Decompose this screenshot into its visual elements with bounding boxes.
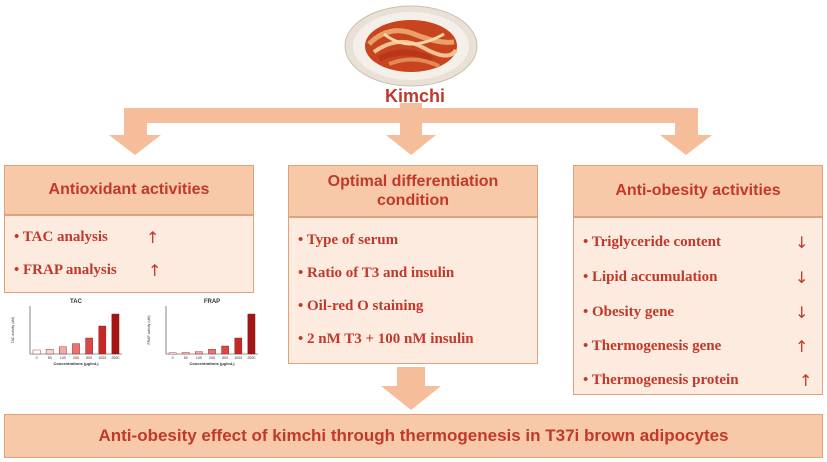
bar <box>195 351 203 355</box>
anti-obesity-title: Anti-obesity activities <box>615 182 781 200</box>
bar <box>208 349 216 355</box>
oil-red-item: • Oil-red O staining <box>298 298 424 314</box>
x-tick-label: 100 <box>196 356 202 360</box>
antioxidant-title: Antioxidant activities <box>48 181 210 199</box>
bar <box>45 349 54 355</box>
horizontal-connector <box>124 108 698 123</box>
thermo-gene-item: • Thermogenesis gene <box>583 338 722 354</box>
y-axis-label: TAC activity (uM) <box>11 317 15 344</box>
x-tick-label: 100 <box>60 356 66 360</box>
kimchi-photo <box>344 5 478 87</box>
bar <box>85 337 93 355</box>
arrow-right-down <box>660 108 712 155</box>
x-tick-label: 50 <box>184 356 188 360</box>
ratio-item: • Ratio of T3 and insulin <box>298 265 455 281</box>
bar <box>98 325 107 355</box>
frap-chart: FRAP FRAP activity (uM) 0 50 100 250 500 1000 25… <box>147 299 258 366</box>
differentiation-title-line2: condition <box>377 192 449 209</box>
obesity-gene-arrow: ↓ <box>795 303 809 322</box>
lipid-arrow: ↓ <box>795 268 809 287</box>
anti-obesity-header: Anti-obesity activities <box>573 165 823 217</box>
bar <box>234 337 243 355</box>
x-tick-label: 2500 <box>111 356 119 360</box>
arrow-left-down <box>109 108 161 155</box>
frap-item: • FRAP analysis <box>14 262 117 278</box>
differentiation-header: Optimal differentiation condition <box>288 165 538 217</box>
bar <box>181 352 190 355</box>
bar <box>247 313 256 355</box>
conclusion-text: Anti-obesity effect of kimchi through th… <box>98 426 729 445</box>
antioxidant-body <box>4 215 254 293</box>
differentiation-body <box>288 217 538 364</box>
arrow-middle-down <box>386 123 436 155</box>
antioxidant-header: Antioxidant activities <box>4 165 254 215</box>
thermo-protein-arrow: ↑ <box>799 371 813 390</box>
x-axis-label: Concentrations (μg/mL) <box>53 361 99 366</box>
x-tick-label: 0 <box>36 356 38 360</box>
x-tick-label: 50 <box>48 356 52 360</box>
triglyceride-arrow: ↓ <box>795 233 809 252</box>
kimchi-label: Kimchi <box>384 86 445 106</box>
bar <box>111 313 120 355</box>
arrow-bottom-down <box>381 367 441 410</box>
anti-obesity-body <box>573 217 823 395</box>
x-tick-label: 250 <box>209 356 215 360</box>
x-tick-label: 500 <box>86 356 92 360</box>
tac-item: • TAC analysis <box>14 229 108 245</box>
thermo-protein-item: • Thermogenesis protein <box>583 372 739 388</box>
conclusion-box: Anti-obesity effect of kimchi through th… <box>4 414 823 458</box>
tac-chart: TAC TAC activity (uM) 0 50 100 250 500 1000 2500… <box>11 299 122 366</box>
lipid-item: • Lipid accumulation <box>583 269 718 285</box>
serum-item: • Type of serum <box>298 232 399 248</box>
y-axis-label: FRAP activity (uM) <box>147 315 151 344</box>
t3-insulin-item: • 2 nM T3 + 100 nM insulin <box>298 331 474 347</box>
bar <box>72 343 80 355</box>
frap-arrow: ↑ <box>148 261 162 280</box>
tac-arrow: ↑ <box>146 228 160 247</box>
thermo-gene-arrow: ↑ <box>795 337 809 356</box>
triglyceride-item: • Triglyceride content <box>583 234 721 250</box>
x-axis-label: Concentrations (μg/mL) <box>189 361 235 366</box>
bar <box>168 352 177 355</box>
x-tick-label: 2500 <box>247 356 255 360</box>
differentiation-title-line1: Optimal differentiation <box>327 172 499 190</box>
x-tick-label: 500 <box>222 356 228 360</box>
bar <box>59 346 67 355</box>
x-tick-label: 1000 <box>234 356 242 360</box>
x-tick-label: 0 <box>172 356 174 360</box>
bar <box>221 345 229 355</box>
chart-title: FRAP <box>204 299 220 305</box>
chart-title: TAC <box>70 299 83 305</box>
x-tick-label: 1000 <box>98 356 106 360</box>
x-tick-label: 250 <box>73 356 79 360</box>
obesity-gene-item: • Obesity gene <box>583 304 675 320</box>
bar <box>32 349 41 355</box>
